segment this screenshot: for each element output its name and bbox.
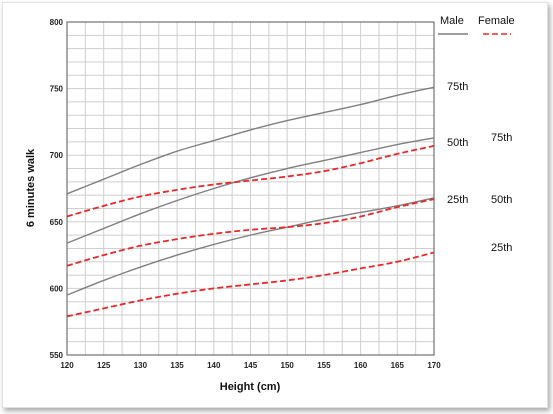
legend-male-label: Male [440, 15, 464, 27]
chart-frame [2, 2, 548, 408]
x-tick-label: 130 [134, 361, 148, 370]
y-tick-label: 750 [50, 85, 64, 94]
y-tick-label: 800 [50, 18, 64, 27]
series-line-male-25th [66, 197, 435, 296]
y-tick-label: 600 [50, 284, 64, 293]
x-tick-label: 120 [60, 361, 74, 370]
x-axis: 120 125 130 135 140 145 150 155 160 165 170 [60, 361, 441, 370]
x-axis-label: Height (cm) [220, 381, 281, 393]
plot-area [66, 21, 435, 356]
x-tick-label: 125 [97, 361, 111, 370]
male-50th-label: 50th [447, 137, 468, 149]
x-tick-label: 150 [281, 361, 295, 370]
y-tick-label: 700 [50, 151, 64, 160]
series-line-male-75th [66, 86, 435, 195]
y-axis: 550 600 650 700 750 800 [50, 18, 64, 360]
female-25th-label: 25th [491, 242, 512, 254]
series-layer [66, 86, 435, 318]
x-tick-label: 160 [354, 361, 368, 370]
male-percentile-labels: 75th 50th 25th [447, 81, 468, 206]
series-line-female-75th [66, 145, 435, 218]
x-tick-label: 145 [244, 361, 258, 370]
x-tick-label: 140 [207, 361, 221, 370]
series-line-male-50th [66, 137, 435, 244]
series-line-female-50th [66, 198, 435, 267]
x-tick-label: 165 [391, 361, 405, 370]
legend: Male Female [438, 15, 515, 35]
female-50th-label: 50th [491, 194, 512, 206]
x-tick-label: 155 [317, 361, 331, 370]
y-tick-label: 550 [50, 351, 64, 360]
male-75th-label: 75th [447, 81, 468, 93]
female-percentile-labels: 75th 50th 25th [491, 132, 512, 254]
x-tick-label: 170 [427, 361, 441, 370]
female-75th-label: 75th [491, 132, 512, 144]
x-tick-label: 135 [170, 361, 184, 370]
legend-female-label: Female [478, 15, 515, 27]
y-tick-label: 650 [50, 218, 64, 227]
male-25th-label: 25th [447, 194, 468, 206]
series-line-female-25th [66, 251, 435, 318]
y-axis-label: 6 minutes walk [25, 148, 37, 227]
